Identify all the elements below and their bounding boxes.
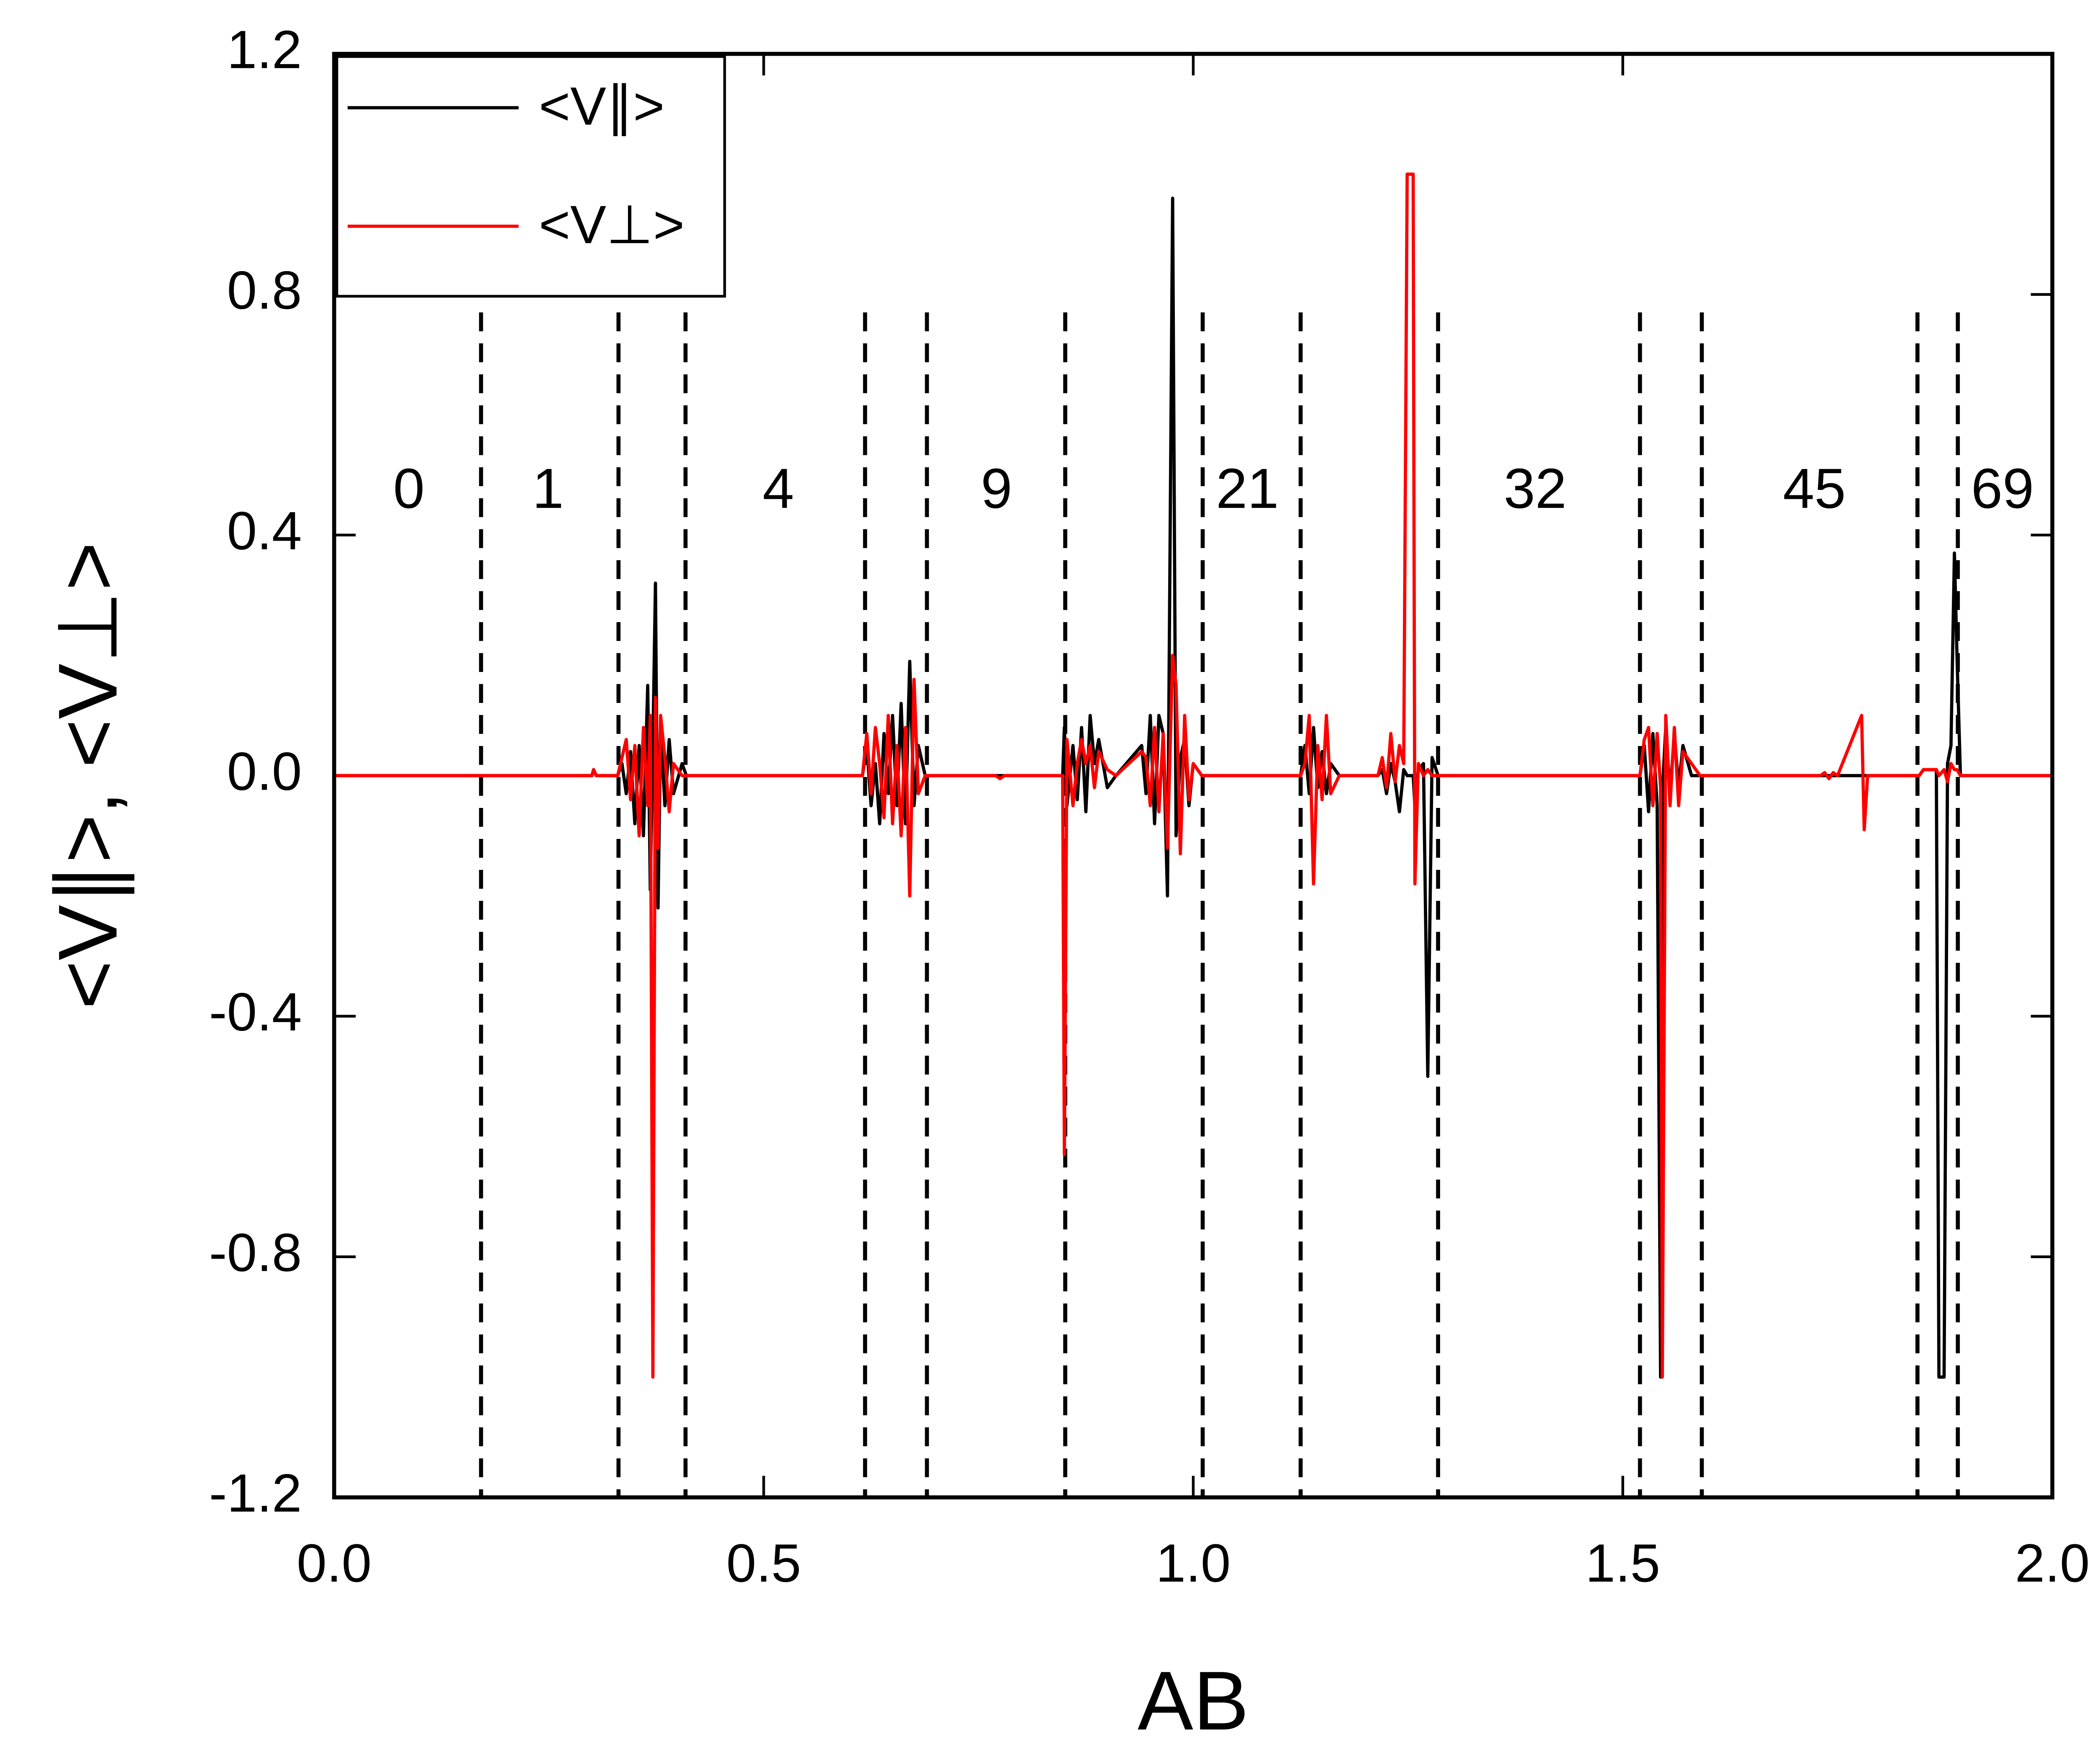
- region-label: 9: [981, 457, 1012, 520]
- x-tick-label: 0.5: [726, 1533, 801, 1593]
- x-tick-label: 0.0: [297, 1533, 372, 1593]
- region-label: 32: [1504, 457, 1566, 520]
- x-tick-label: 2.0: [2015, 1533, 2090, 1593]
- x-tick-label: 1.5: [1585, 1533, 1660, 1593]
- y-axis-label: <V∥>, <V⊥>: [41, 542, 134, 1009]
- x-axis-label: AB: [1138, 1654, 1249, 1748]
- y-tick-label: 0.8: [227, 260, 302, 320]
- series-line: [334, 196, 2053, 1379]
- legend-label: <V⊥>: [539, 195, 685, 255]
- region-label: 69: [1971, 457, 2034, 520]
- region-label: 21: [1216, 457, 1279, 520]
- y-tick-label: -0.8: [209, 1223, 302, 1283]
- series-line: [334, 172, 2053, 1379]
- y-tick-label: -1.2: [209, 1463, 302, 1523]
- plot-frame: [332, 51, 2055, 1500]
- region-label: 1: [532, 457, 564, 520]
- x-tick-label: 1.0: [1156, 1533, 1231, 1593]
- region-label: 45: [1783, 457, 1846, 520]
- y-tick-label: -0.4: [209, 982, 302, 1042]
- legend-box: [335, 55, 726, 298]
- y-tick-label: 1.2: [227, 20, 302, 80]
- region-label: 0: [393, 457, 425, 520]
- region-label: 4: [763, 457, 794, 520]
- legend-label: <V∥>: [539, 76, 665, 136]
- y-tick-label: 0.0: [227, 741, 302, 802]
- y-tick-label: 0.4: [227, 501, 302, 561]
